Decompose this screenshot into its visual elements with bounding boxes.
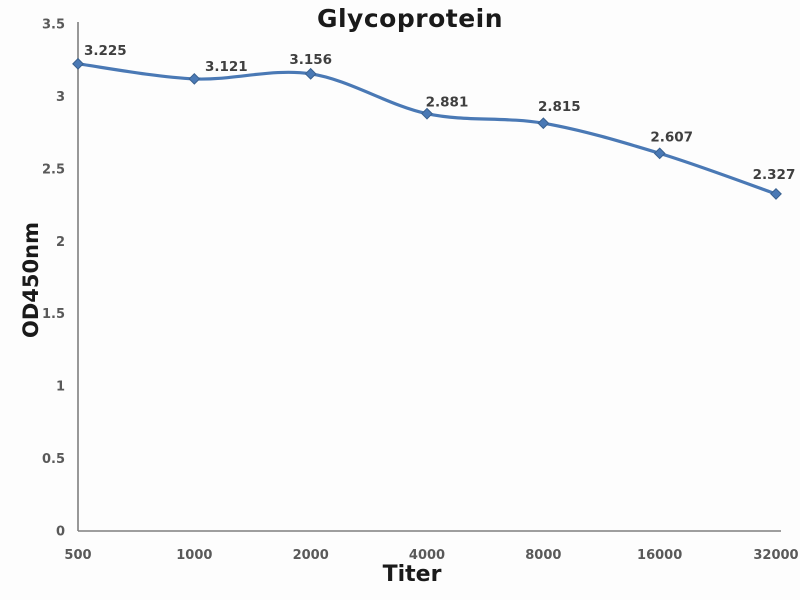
y-tick-label: 1.5 xyxy=(42,307,65,322)
data-point-label: 2.881 xyxy=(426,95,469,111)
data-point-marker xyxy=(304,67,317,80)
data-point-marker xyxy=(770,188,782,200)
data-point-label: 2.327 xyxy=(753,167,796,183)
x-tick-label: 16000 xyxy=(637,548,682,563)
x-tick-label: 500 xyxy=(64,548,91,563)
data-point-marker xyxy=(421,107,433,120)
data-point-marker xyxy=(188,72,201,85)
y-tick-label: 2.5 xyxy=(42,162,65,177)
y-tick-label: 0 xyxy=(56,525,65,540)
data-point-label: 3.156 xyxy=(289,52,332,68)
y-tick-label: 1 xyxy=(56,380,65,395)
y-axis-title: OD450nm xyxy=(19,222,43,338)
y-tick-label: 0.5 xyxy=(42,452,65,467)
data-point-label: 3.225 xyxy=(84,43,127,59)
y-tick-label: 2 xyxy=(56,235,65,250)
data-point-marker xyxy=(72,57,84,70)
x-tick-label: 8000 xyxy=(525,548,561,563)
x-tick-label: 2000 xyxy=(293,548,329,563)
data-point-marker xyxy=(653,147,666,160)
chart-title: Glycoprotein xyxy=(316,4,504,33)
x-axis-title: Titer xyxy=(382,562,442,587)
y-tick-label: 3.5 xyxy=(42,18,65,33)
data-point-label: 3.121 xyxy=(205,59,248,75)
x-tick-label: 1000 xyxy=(176,548,212,563)
data-point-label: 2.815 xyxy=(538,99,581,115)
data-point-label: 2.607 xyxy=(650,129,693,145)
y-tick-label: 3 xyxy=(56,90,65,105)
x-tick-label: 32000 xyxy=(753,548,798,563)
data-point-marker xyxy=(537,117,550,130)
x-tick-label: 4000 xyxy=(409,548,445,563)
